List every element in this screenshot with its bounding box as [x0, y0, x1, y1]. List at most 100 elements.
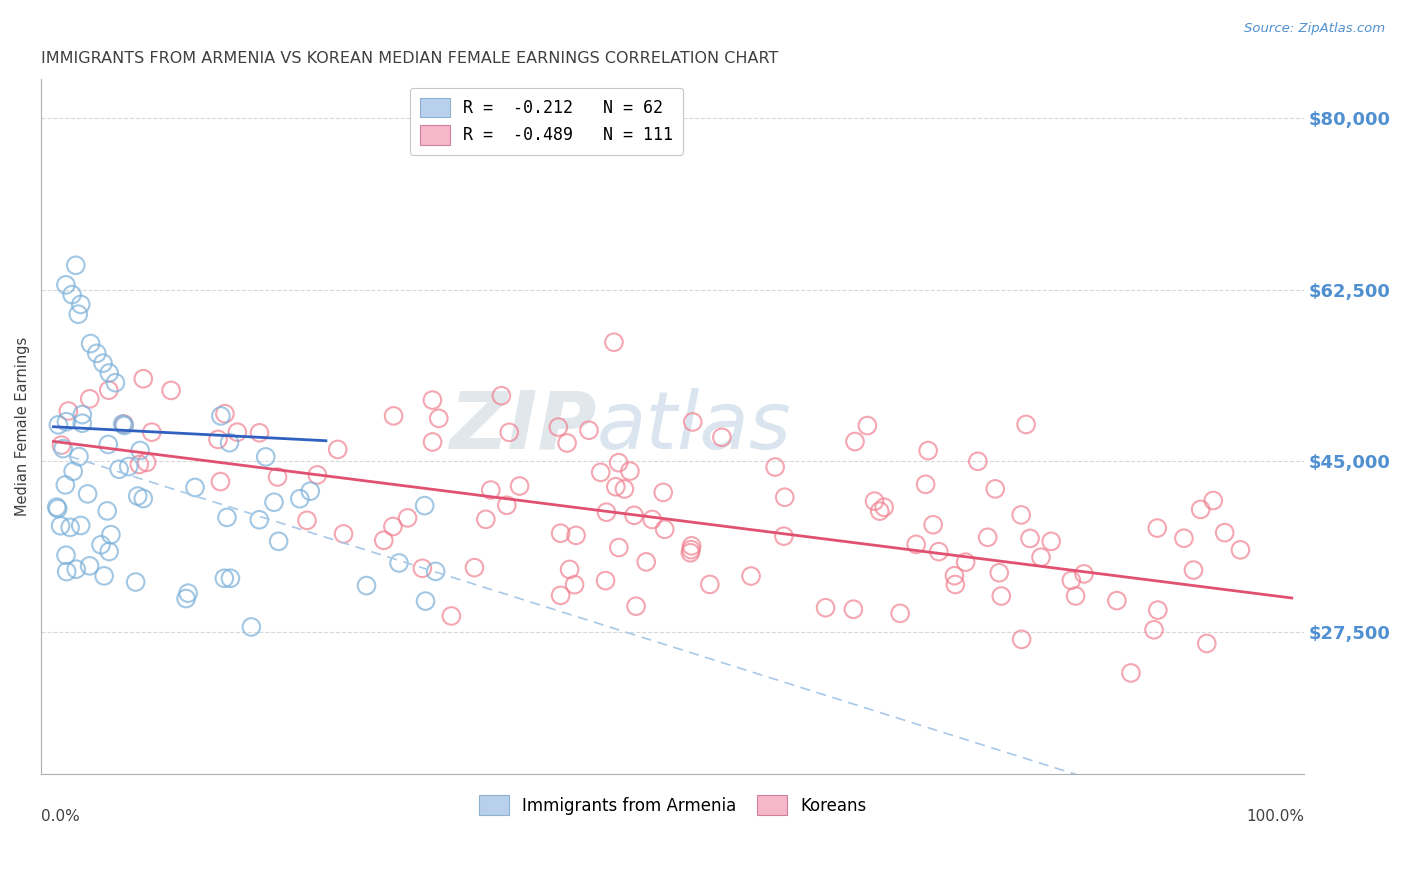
Point: [681, 539, 703, 553]
Point: [129, 443, 152, 458]
Point: [1202, 493, 1225, 508]
Point: [873, 500, 896, 515]
Point: [1182, 563, 1205, 577]
Point: [79, 392, 101, 406]
Point: [1229, 542, 1251, 557]
Point: [65, 562, 87, 576]
Point: [495, 498, 517, 512]
Point: [249, 425, 271, 440]
Point: [641, 512, 664, 526]
Point: [299, 484, 322, 499]
Point: [112, 418, 135, 433]
Point: [595, 574, 617, 588]
Point: [69, 297, 91, 311]
Point: [96, 504, 118, 518]
Point: [422, 434, 444, 449]
Point: [1119, 665, 1142, 680]
Point: [55, 565, 77, 579]
Point: [1060, 574, 1083, 588]
Point: [679, 546, 702, 560]
Point: [90, 538, 112, 552]
Point: [814, 600, 837, 615]
Point: [740, 569, 762, 583]
Point: [174, 591, 197, 606]
Point: [97, 383, 120, 397]
Point: [124, 574, 146, 589]
Point: [49, 518, 72, 533]
Point: [1173, 531, 1195, 545]
Point: [550, 526, 572, 541]
Point: [565, 528, 588, 542]
Point: [141, 425, 163, 439]
Point: [128, 458, 150, 472]
Point: [45, 500, 67, 515]
Point: [427, 411, 450, 425]
Text: atlas: atlas: [596, 388, 792, 466]
Point: [623, 508, 645, 523]
Point: [652, 485, 675, 500]
Point: [111, 417, 134, 431]
Point: [1019, 532, 1042, 546]
Text: ZIP: ZIP: [450, 388, 596, 466]
Point: [1195, 636, 1218, 650]
Point: [267, 534, 290, 549]
Text: Source: ZipAtlas.com: Source: ZipAtlas.com: [1244, 22, 1385, 36]
Point: [955, 555, 977, 569]
Point: [72, 408, 94, 422]
Point: [475, 512, 498, 526]
Point: [605, 480, 627, 494]
Point: [98, 366, 121, 380]
Point: [184, 480, 207, 494]
Point: [682, 415, 704, 429]
Point: [59, 520, 82, 534]
Point: [928, 544, 950, 558]
Point: [589, 466, 612, 480]
Point: [247, 513, 270, 527]
Point: [773, 529, 796, 543]
Point: [1146, 521, 1168, 535]
Point: [209, 409, 232, 423]
Point: [578, 423, 600, 437]
Point: [295, 513, 318, 527]
Point: [413, 499, 436, 513]
Point: [1189, 502, 1212, 516]
Point: [62, 464, 84, 478]
Y-axis label: Median Female Earnings: Median Female Earnings: [15, 337, 30, 516]
Point: [240, 620, 263, 634]
Point: [132, 372, 155, 386]
Point: [51, 438, 73, 452]
Point: [889, 607, 911, 621]
Point: [624, 599, 647, 614]
Point: [76, 487, 98, 501]
Point: [215, 510, 238, 524]
Point: [603, 335, 626, 350]
Point: [710, 430, 733, 444]
Point: [396, 511, 419, 525]
Point: [863, 494, 886, 508]
Point: [1029, 550, 1052, 565]
Point: [46, 501, 69, 516]
Point: [104, 376, 127, 390]
Point: [491, 389, 513, 403]
Point: [976, 530, 998, 544]
Point: [356, 579, 378, 593]
Point: [558, 562, 581, 576]
Point: [177, 586, 200, 600]
Point: [1213, 525, 1236, 540]
Point: [55, 415, 77, 429]
Point: [943, 577, 966, 591]
Point: [67, 450, 90, 464]
Point: [550, 588, 572, 602]
Point: [773, 490, 796, 504]
Point: [326, 442, 349, 457]
Point: [1010, 508, 1032, 522]
Point: [69, 518, 91, 533]
Point: [132, 491, 155, 506]
Point: [763, 460, 786, 475]
Point: [636, 555, 658, 569]
Point: [869, 504, 891, 518]
Point: [564, 577, 586, 591]
Point: [382, 409, 405, 423]
Point: [55, 277, 77, 292]
Point: [654, 522, 676, 536]
